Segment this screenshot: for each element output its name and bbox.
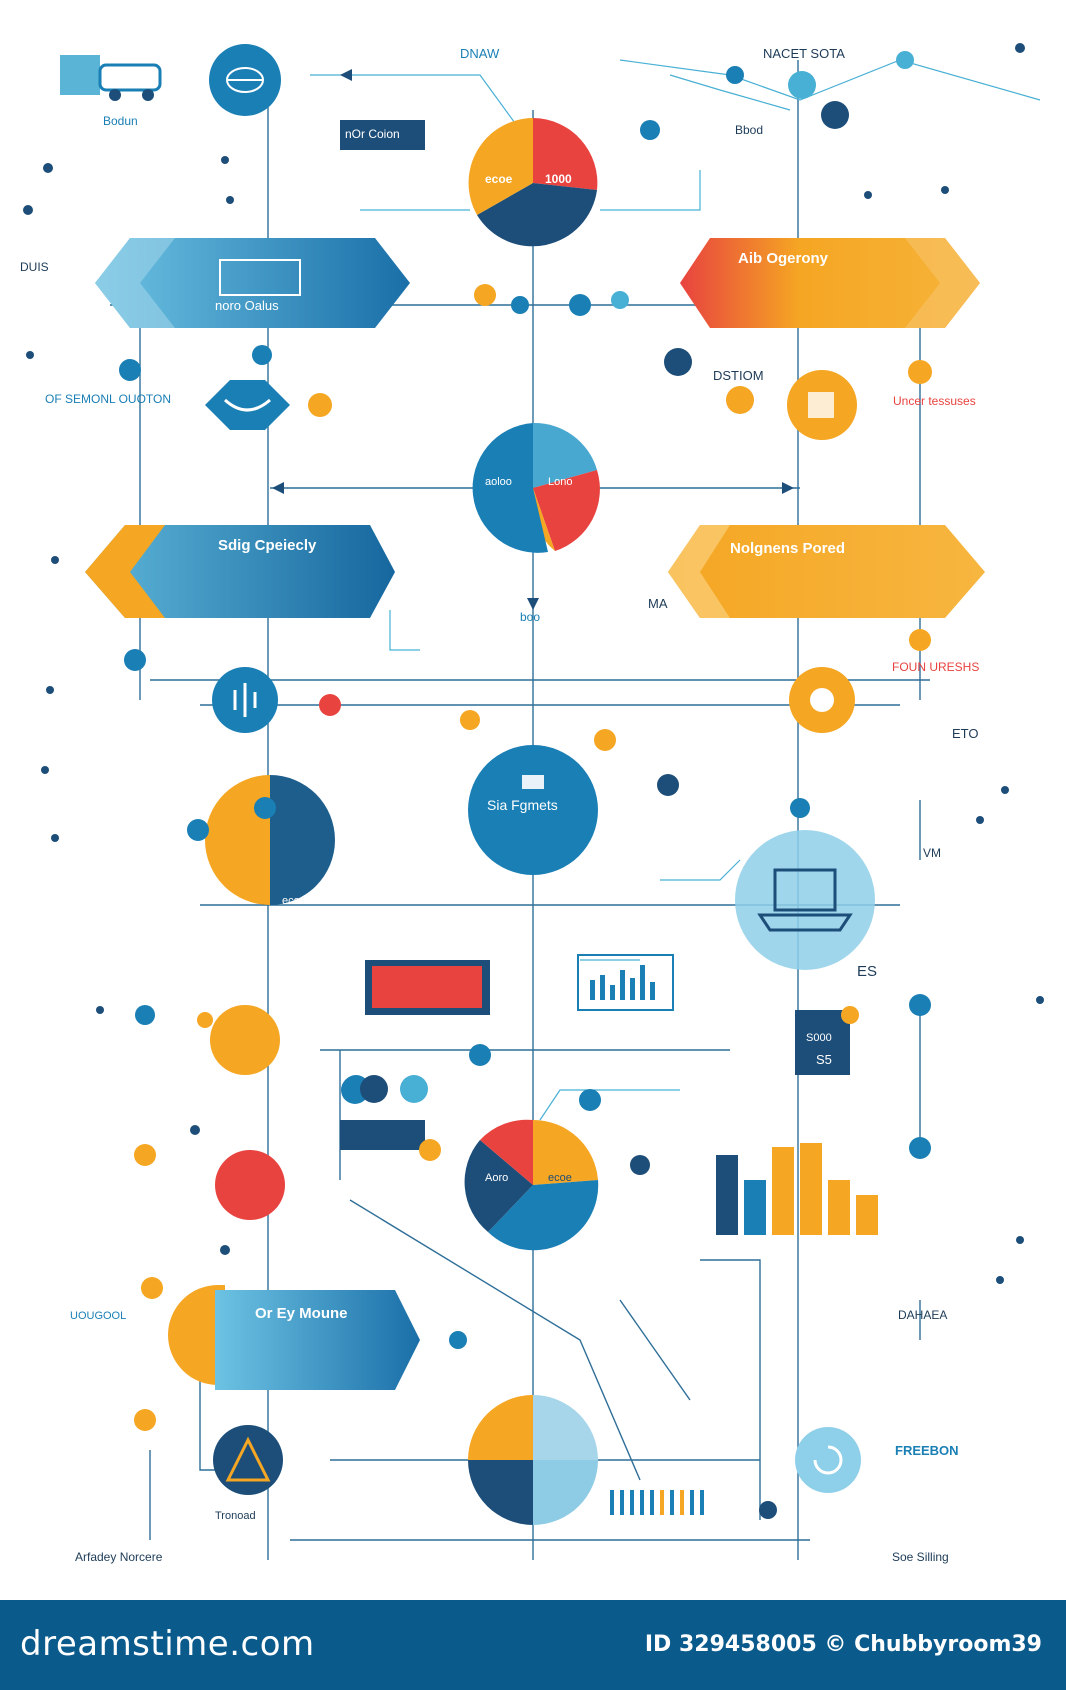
pie-bottom-label-a: Aoro [485,1172,509,1184]
small-nodes [119,284,931,1519]
label-boo: boo [520,610,541,624]
label-ma: MA [648,596,668,611]
pill-5 [168,1285,420,1390]
footer-id: ID 329458005 © Chubbyroom39 [644,1632,1042,1657]
footer-bar: dreamstime.com ID 329458005 © Chubbyroom… [0,1600,1066,1690]
pill-3-title: Sdig Cpeiecly [218,537,317,554]
pill-4 [668,525,985,618]
label-bbod: Bbod [735,123,764,137]
diagram-svg [23,43,1044,1560]
label-dstiom: DSTIOM [713,368,764,383]
label-eto: ETO [952,726,979,741]
pill-3 [85,525,395,618]
half-left-label-b: ecoe [282,895,306,907]
pie-mid-label-b: Lono [548,476,573,488]
pill-4-title: Nolgnens Pored [730,540,846,557]
label-dahaea: DAHAEA [898,1308,948,1322]
bar-chart [716,1143,878,1235]
pie-top-label-b: 1000 [545,172,572,186]
car-icon [60,55,162,101]
label-foun: FOUN URESHS [892,660,980,674]
bar-2 [772,1147,794,1235]
pie-top [468,118,598,247]
half-circle-left [205,775,335,905]
pill-1-title: noro Oalus [215,298,279,313]
signal-icon [215,1150,285,1220]
label-see: Soe Silling [892,1550,949,1564]
network-nodes [640,51,914,140]
label-of-sem: OF SEMONL OUOTON [45,392,172,406]
label-nacet: NACET SOTA [763,46,845,61]
decor-dots [23,43,1044,1284]
pie-top-label-a: ecoe [485,172,513,186]
pie-bottom [464,1119,599,1251]
center-circle [468,745,598,875]
pill-5-title: Or Ey Moune [255,1305,348,1322]
half-left-label-a: ecoe [218,895,242,907]
laptop-circle [735,830,875,970]
satellite-icon [210,1005,280,1075]
bar-0 [716,1155,738,1235]
mountain-icon [213,1425,283,1495]
label-dnaw: DNAW [460,46,500,61]
label-ss: S5 [816,1052,832,1067]
light-connectors [310,59,1041,1121]
dark-card [795,1010,850,1075]
bar-1 [744,1180,766,1235]
pie-middle [472,422,600,553]
label-freebon: FREEBON [895,1443,959,1458]
pie-bottom-label-b: ecoe [548,1172,572,1184]
label-sbo: S000 [806,1032,832,1044]
refresh-icon [795,1427,861,1493]
label-nord: nOr Coion [345,127,400,141]
bar-4 [828,1180,850,1235]
label-uncer: Uncer tessuses [893,394,976,408]
mini-chart [577,954,674,1011]
pill-2-title: Aib Ogerony [738,250,829,267]
bar-code-icon [610,1490,704,1515]
mask-icon [205,380,290,430]
label-es: ES [857,963,878,980]
bar-5 [856,1195,878,1235]
pie-mid-label-a: aoloo [485,476,512,488]
label-vm: VM [923,846,941,860]
pie-last [468,1395,598,1525]
label-box [340,120,425,150]
label-duis: DUIS [20,260,49,274]
label-ouoo: UOUGOOL [70,1310,127,1322]
label-aelady: Arfadey Norcere [75,1550,163,1564]
pill-1 [95,238,410,328]
bar-3 [800,1143,822,1235]
arrow-heads [272,69,794,610]
label-bodun: Bodun [103,114,138,128]
center-circle-title: Sia Fgmets [487,797,558,813]
footer-brand[interactable]: dreamstime.com [20,1624,315,1664]
pill-2 [680,238,980,328]
label-tronoad: Tronoad [215,1510,256,1522]
